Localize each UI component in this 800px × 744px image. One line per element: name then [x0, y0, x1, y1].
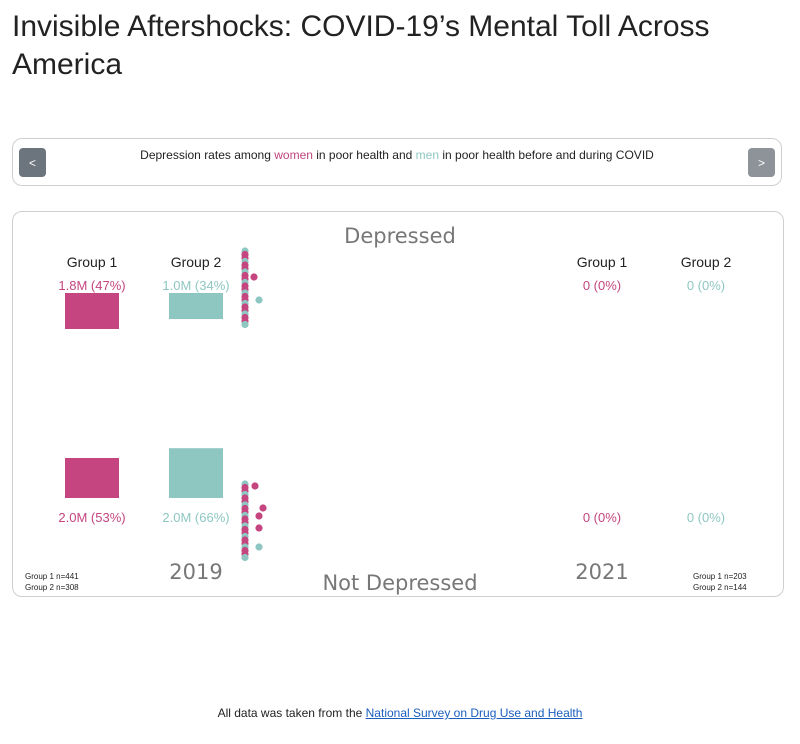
group-header-2019-1: Group 1 [67, 254, 118, 270]
sample-dot [255, 296, 263, 304]
not-depressed-label: Not Depressed [322, 571, 477, 595]
group-header-2019-2: Group 2 [171, 254, 222, 270]
sample-size-2021-1: Group 1 n=203 [693, 572, 747, 581]
caption-text-middle: in poor health and [312, 148, 416, 162]
sample-dot [255, 543, 263, 551]
group-header-2021-2: Group 2 [681, 254, 732, 270]
year-label-2019: 2019 [169, 560, 222, 584]
not-depressed-sample-dot [241, 553, 249, 562]
chart-caption: Depression rates among women in poor hea… [63, 148, 731, 162]
not-depressed-bar-2019-1 [65, 458, 119, 498]
depressed-value-label-2019-2: 1.0M (34%) [162, 278, 229, 293]
not-depressed-value-label-2021-2: 0 (0%) [687, 510, 725, 525]
group-header-2021-1: Group 1 [577, 254, 628, 270]
next-button[interactable]: > [748, 148, 775, 177]
sample-dot [251, 482, 259, 490]
caption-navigator: < Depression rates among women in poor h… [12, 138, 782, 186]
depressed-sample-dot [241, 320, 249, 329]
not-depressed-value-label-2019-1: 2.0M (53%) [58, 510, 125, 525]
sample-dot [255, 524, 263, 532]
depression-chart: Depressed Not Depressed Group 1 Group 2 1.8M… [25, 224, 747, 595]
sample-size-2019-2: Group 2 n=308 [25, 583, 79, 592]
previous-button[interactable]: < [19, 148, 46, 177]
depressed-bar-2019-1 [65, 293, 119, 329]
depressed-value-label-2021-2: 0 (0%) [687, 278, 725, 293]
not-depressed-value-label-2021-1: 0 (0%) [583, 510, 621, 525]
not-depressed-value-label-2019-2: 2.0M (66%) [162, 510, 229, 525]
footer-text: All data was taken from the [217, 706, 366, 720]
year-label-2021: 2021 [575, 560, 628, 584]
depressed-value-label-2019-1: 1.8M (47%) [58, 278, 125, 293]
caption-men: men [415, 148, 440, 162]
depressed-value-label-2021-1: 0 (0%) [583, 278, 621, 293]
depressed-label: Depressed [344, 224, 456, 248]
chart-panel: Depressed Not Depressed Group 1 Group 2 1.8M… [12, 211, 784, 597]
page-title: Invisible Aftershocks: COVID-19’s Mental… [12, 10, 710, 81]
nsduh-link[interactable]: National Survey on Drug Use and Health [365, 706, 583, 720]
sample-size-2019-1: Group 1 n=441 [25, 572, 79, 581]
caption-text-end: in poor health before and during COVID [439, 148, 654, 162]
not-depressed-bar-2019-2 [169, 448, 223, 498]
sample-size-2021-2: Group 2 n=144 [693, 583, 747, 592]
sample-dot [255, 512, 263, 520]
sample-dot [250, 273, 258, 281]
caption-text-start: Depression rates among [140, 148, 275, 162]
footer: All data was taken from the National Sur… [0, 706, 800, 720]
sample-dot [259, 504, 267, 512]
depressed-bar-2019-2 [169, 293, 223, 320]
caption-women: women [274, 148, 313, 162]
